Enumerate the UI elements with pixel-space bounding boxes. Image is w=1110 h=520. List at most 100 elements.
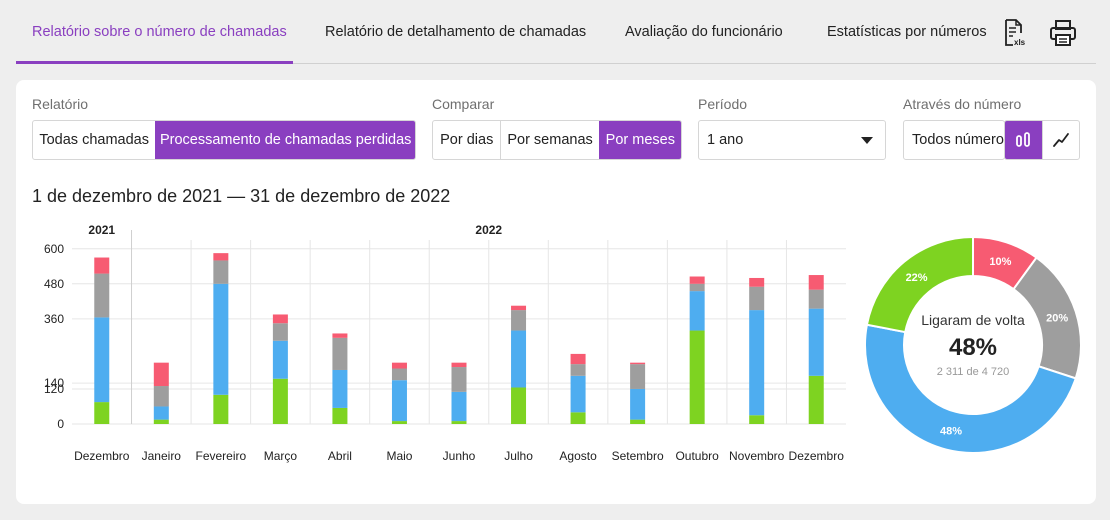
bar-segment[interactable] [689,276,705,284]
bar-segment[interactable] [94,257,110,274]
bar-segment[interactable] [391,368,407,381]
bar-segment[interactable] [630,362,646,365]
y-tick-label: 480 [44,277,64,291]
donut-center-value: 48% [949,334,997,361]
bar-segment[interactable] [451,367,467,392]
bar-segment[interactable] [213,253,229,261]
bar-segment[interactable] [808,308,824,376]
bar-segment[interactable] [153,406,169,420]
y-tick-label: 360 [44,312,64,326]
bar-segment[interactable] [332,369,348,408]
bar-segment[interactable] [570,364,586,376]
bar-segment[interactable] [94,273,110,318]
bar-segment[interactable] [153,386,169,407]
bar-segment[interactable] [570,353,586,365]
bar-segment[interactable] [749,310,765,416]
x-tick-label: Dezembro [74,449,130,463]
bar-segment[interactable] [272,323,288,341]
bar-segment[interactable] [689,283,705,292]
bar-segment[interactable] [689,330,705,424]
bar-segment[interactable] [511,305,527,311]
bar-segment[interactable] [451,362,467,368]
bar-segment[interactable] [808,289,824,309]
option-by-days[interactable]: Por dias [440,132,494,148]
tab-call-count-report[interactable]: Relatório sobre o número de chamadas [32,24,287,40]
bar-segment[interactable] [511,387,527,424]
bar-segment[interactable] [749,286,765,311]
donut-slice[interactable] [865,235,974,334]
bar-segment[interactable] [570,375,586,413]
period-select[interactable]: 1 ano [698,120,886,160]
x-tick-label: Junho [443,449,476,463]
report-filter-label: Relatório [32,96,89,112]
bar-segment[interactable] [94,317,110,403]
x-tick-label: Outubro [675,449,719,463]
bar-segment[interactable] [332,337,348,370]
bar-segment[interactable] [630,388,646,420]
bar-segment[interactable] [451,421,467,424]
bar-segment[interactable] [808,375,824,424]
bar-segment[interactable] [570,412,586,424]
bar-segment[interactable] [391,421,407,424]
year-label: 2021 [88,223,115,237]
bar-segment[interactable] [213,283,229,395]
x-tick-label: Setembro [612,449,664,463]
xls-file-icon[interactable]: xls [1001,18,1031,48]
tab-employee-rating[interactable]: Avaliação do funcionário [625,24,783,40]
bar-segment[interactable] [391,362,407,369]
bar-segment[interactable] [332,407,348,424]
x-tick-label: Dezembro [789,449,845,463]
slice-percent-label: 10% [989,256,1011,268]
bar-segment[interactable] [153,419,169,424]
date-range-title: 1 de dezembro de 2021 — 31 de dezembro d… [32,186,451,206]
bar-segment[interactable] [213,394,229,424]
option-all-calls[interactable]: Todas chamadas [39,132,149,148]
bar-segment[interactable] [153,362,169,387]
bar-segment[interactable] [272,378,288,424]
report-type-toggle: Todas chamadas Processamento de chamadas… [32,120,416,160]
bar-segment[interactable] [630,419,646,424]
bar-segment[interactable] [808,275,824,290]
report-card: Relatório Todas chamadas Processamento d… [16,80,1096,504]
bar-segment[interactable] [391,380,407,422]
bar-segment[interactable] [94,402,110,424]
slice-percent-label: 20% [1046,313,1068,325]
donut-center-label: Ligaram de volta [921,312,1025,328]
stacked-bar-chart: 0 120 140 360 480 600 2021 2022 Dezembro Janeiro F… [16,220,856,470]
bar-segment[interactable] [749,277,765,287]
x-tick-label: Janeiro [142,449,182,463]
bar-segment[interactable] [511,310,527,331]
donut-chart-svg: 10% 20% 48% 22% Ligaram de volta 48% 2 311 de … [864,235,1082,454]
bar-segment[interactable] [451,391,467,422]
line-chart-icon[interactable] [1041,121,1079,159]
option-by-weeks[interactable]: Por semanas [500,121,598,159]
number-select[interactable]: Todos número... [903,120,1008,160]
number-filter-label: Através do número [903,96,1022,112]
bar-segment[interactable] [272,340,288,379]
donut-slice[interactable] [864,323,1077,454]
option-by-months[interactable]: Por meses [598,121,681,159]
y-tick-label: 600 [44,242,64,256]
printer-icon[interactable] [1048,18,1078,48]
bar-chart-icon[interactable] [1005,121,1042,159]
bar-segment[interactable] [213,260,229,284]
donut-chart: 10% 20% 48% 22% Ligaram de volta 48% 2 311 de … [864,235,1082,454]
bar-segment[interactable] [630,364,646,389]
report-tabs: Relatório sobre o número de chamadas Rel… [16,0,1096,64]
option-missed-calls-processing[interactable]: Processamento de chamadas perdidas [155,121,415,159]
x-tick-label: Abril [328,449,352,463]
bar-segment[interactable] [332,333,348,338]
bar-segment[interactable] [511,330,527,388]
bar-segment[interactable] [689,291,705,331]
x-tick-label: Agosto [559,449,597,463]
x-tick-label: Março [264,449,298,463]
donut-center-sub: 2 311 de 4 720 [937,366,1010,378]
year-label: 2022 [475,223,502,237]
bar-segment[interactable] [272,314,288,324]
bar-segment[interactable] [749,415,765,424]
slice-percent-label: 22% [906,272,928,284]
tab-number-statistics[interactable]: Estatísticas por números [827,24,987,40]
xls-label: xls [1014,38,1026,47]
tab-call-detail-report[interactable]: Relatório de detalhamento de chamadas [325,24,587,40]
